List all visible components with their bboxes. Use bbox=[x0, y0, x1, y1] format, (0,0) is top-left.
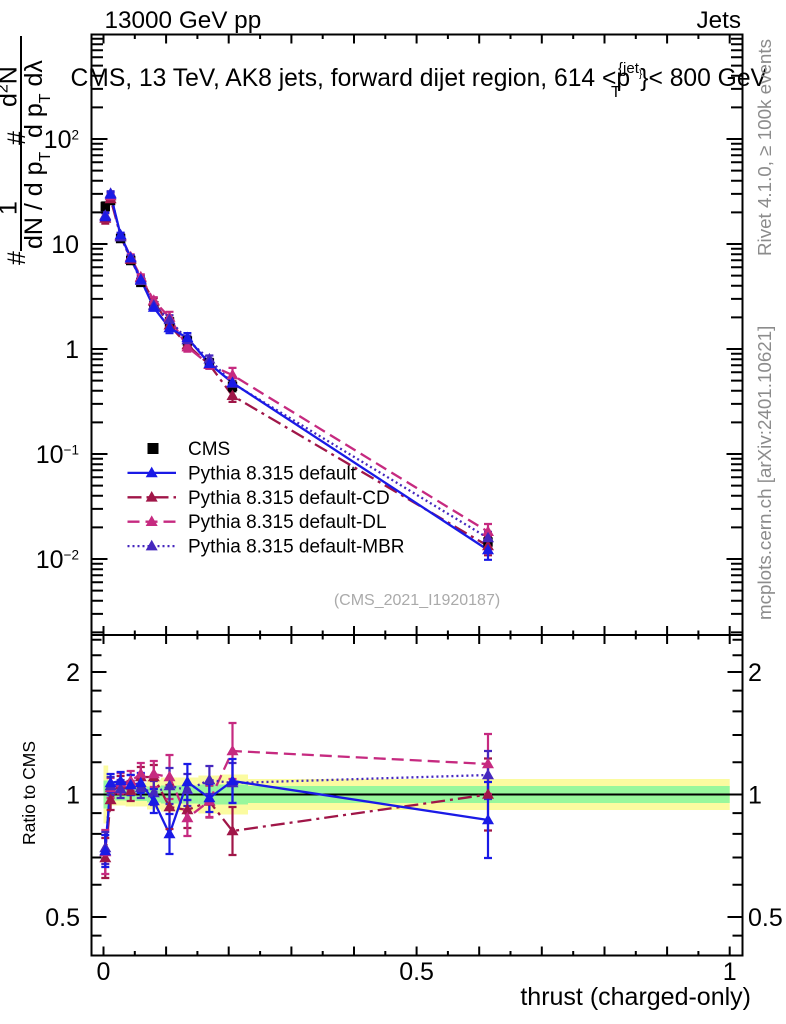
svg-text:#: # bbox=[3, 131, 31, 145]
svg-text:1: 1 bbox=[66, 781, 80, 809]
svg-text:CMS: CMS bbox=[188, 439, 230, 460]
svg-text:Pythia 8.315 default-DL: Pythia 8.315 default-DL bbox=[188, 512, 387, 533]
svg-text:Pythia 8.315 default-MBR: Pythia 8.315 default-MBR bbox=[188, 537, 405, 558]
svg-text:(CMS_2021_I1920187): (CMS_2021_I1920187) bbox=[334, 592, 500, 609]
svg-text:Rivet 4.1.0, ≥ 100k events: Rivet 4.1.0, ≥ 100k events bbox=[754, 39, 775, 256]
svg-text:Ratio to CMS: Ratio to CMS bbox=[19, 741, 39, 845]
svg-text:0: 0 bbox=[97, 958, 111, 986]
svg-text:mcplots.cern.ch [arXiv:2401.10: mcplots.cern.ch [arXiv:2401.10621] bbox=[754, 326, 775, 620]
svg-text:CMS, 13 TeV, AK8 jets, forward: CMS, 13 TeV, AK8 jets, forward dijet reg… bbox=[71, 60, 768, 92]
svg-text:Jets: Jets bbox=[696, 7, 741, 34]
svg-text:13000 GeV pp: 13000 GeV pp bbox=[105, 7, 262, 34]
svg-text:d2N: d2N bbox=[0, 66, 22, 107]
svg-text:Pythia 8.315 default-CD: Pythia 8.315 default-CD bbox=[188, 488, 390, 509]
svg-text:T: T bbox=[611, 84, 621, 101]
svg-text:1: 1 bbox=[723, 958, 737, 986]
svg-text:10−2: 10−2 bbox=[36, 546, 79, 574]
svg-text:1: 1 bbox=[748, 781, 762, 809]
svg-text:#: # bbox=[3, 251, 31, 265]
svg-text:2: 2 bbox=[66, 659, 80, 687]
svg-text:2: 2 bbox=[748, 659, 762, 687]
svg-text:0.5: 0.5 bbox=[748, 904, 783, 932]
svg-text:1: 1 bbox=[0, 201, 22, 215]
svg-text:Pythia 8.315 default: Pythia 8.315 default bbox=[188, 463, 357, 484]
svg-text:1: 1 bbox=[65, 336, 79, 364]
svg-text:10: 10 bbox=[51, 231, 79, 259]
svg-text:0.5: 0.5 bbox=[399, 958, 434, 986]
svg-text:thrust (charged-only): thrust (charged-only) bbox=[520, 983, 751, 1011]
svg-text:0.5: 0.5 bbox=[45, 904, 80, 932]
